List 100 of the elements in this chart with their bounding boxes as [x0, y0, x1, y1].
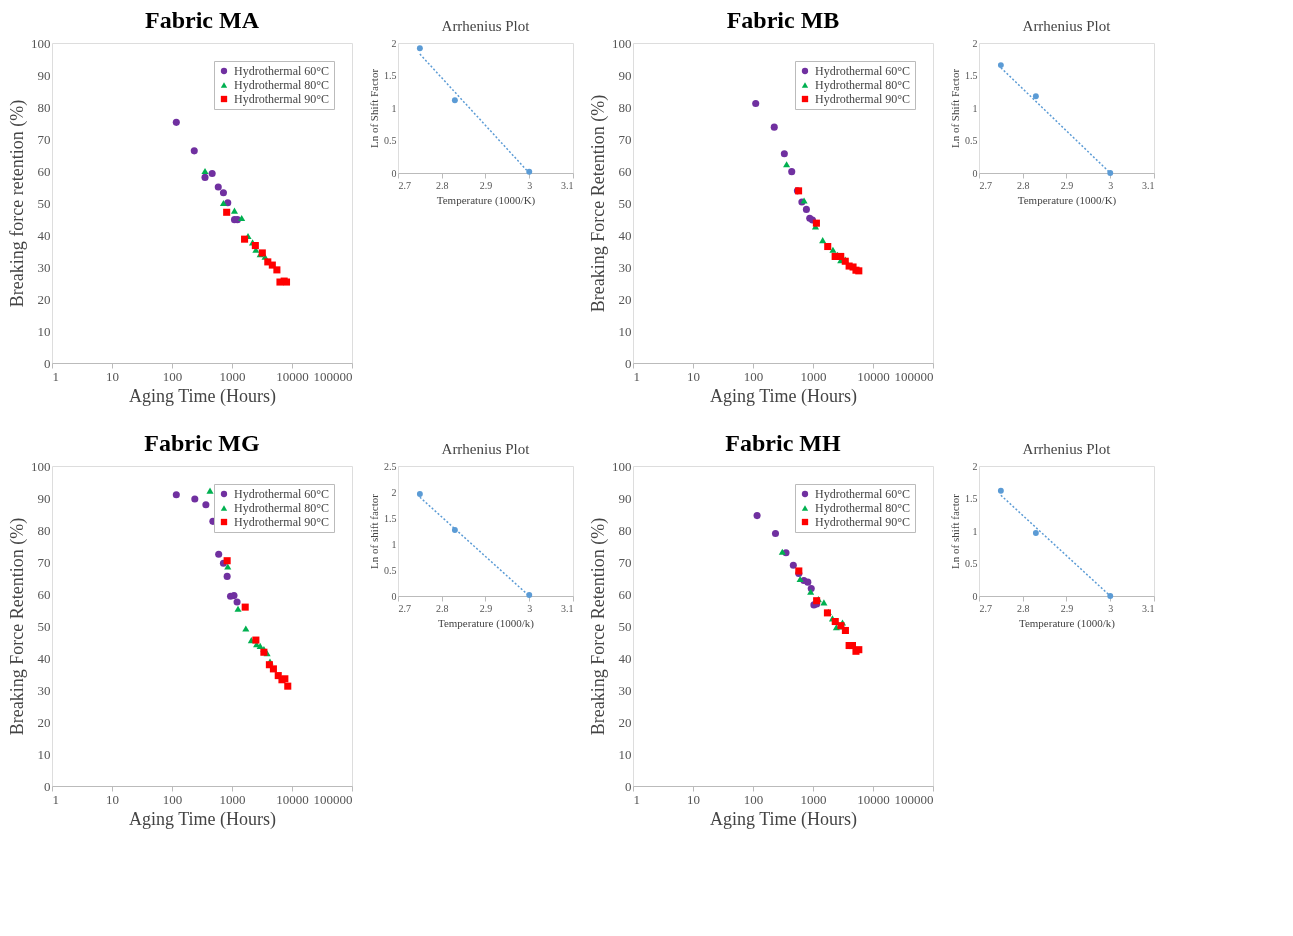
x-tick-label: 3.1	[561, 179, 574, 191]
legend-label: Hydrothermal 90°C	[234, 92, 330, 106]
y-tick-label: 40	[37, 650, 51, 666]
y-tick-label: 20	[37, 291, 51, 307]
x-tick-label: 10	[106, 791, 119, 807]
y-axis-title: Ln of Shift Factor	[368, 68, 380, 149]
y-tick-label: 0	[391, 167, 397, 179]
x-tick-label: 2.7	[398, 179, 411, 191]
y-tick-label: 80	[618, 99, 632, 115]
legend-label: Hydrothermal 90°C	[815, 515, 911, 529]
y-axis-title: Breaking Force Retention (%)	[588, 517, 609, 736]
y-axis-title: Breaking force retention (%)	[7, 99, 28, 308]
y-tick-label: 0	[625, 355, 632, 371]
y-tick-label: 20	[37, 714, 51, 730]
y-axis-title: Ln of shift factor	[949, 493, 961, 569]
x-tick-label: 10000	[276, 368, 309, 384]
y-tick-label: 40	[618, 650, 632, 666]
x-tick-label: 2.7	[979, 602, 992, 614]
x-tick-label: 10	[687, 791, 700, 807]
x-axis-title: Temperature (1000/K)	[436, 193, 536, 207]
x-tick-label: 1000	[800, 791, 827, 807]
y-tick-label: 80	[37, 522, 51, 538]
legend-label: Hydrothermal 80°C	[815, 78, 911, 92]
x-axis-title: Temperature (1000/k)	[437, 616, 535, 630]
x-tick-label: 10	[106, 368, 119, 384]
y-tick-label: 20	[618, 291, 632, 307]
x-axis-title: Aging Time (Hours)	[128, 808, 277, 830]
y-tick-label: 30	[37, 259, 51, 275]
y-tick-label: 1	[972, 525, 978, 537]
y-tick-label: 70	[618, 554, 632, 570]
x-tick-label: 2.9	[1060, 602, 1074, 614]
x-tick-label: 1000	[219, 791, 246, 807]
y-tick-label: 10	[618, 323, 632, 339]
legend-label: Hydrothermal 80°C	[234, 78, 330, 92]
y-tick-label: 30	[618, 682, 632, 698]
x-tick-label: 100	[162, 791, 183, 807]
chart-title: Fabric MG	[144, 430, 260, 456]
legend-label: Hydrothermal 60°C	[234, 487, 330, 501]
y-tick-label: 0.5	[384, 564, 397, 576]
y-tick-label: 90	[37, 490, 51, 506]
y-tick-label: 80	[618, 522, 632, 538]
y-tick-label: 60	[618, 586, 632, 602]
y-tick-label: 2	[972, 37, 978, 49]
y-axis-title: Breaking Force Retention (%)	[7, 517, 28, 736]
x-tick-label: 100000	[894, 791, 934, 807]
y-tick-label: 2	[972, 460, 978, 472]
x-axis-title: Temperature (1000/k)	[1018, 616, 1116, 630]
y-tick-label: 0.5	[965, 135, 978, 146]
x-tick-label: 2.7	[979, 179, 992, 191]
x-tick-label: 3	[1108, 602, 1114, 614]
y-tick-label: 50	[618, 195, 632, 211]
x-tick-label: 1000	[800, 368, 827, 384]
y-tick-label: 1	[972, 102, 978, 114]
y-tick-label: 2.5	[384, 460, 397, 472]
y-tick-label: 10	[618, 746, 632, 762]
y-tick-label: 70	[37, 131, 51, 147]
x-tick-label: 100	[743, 791, 764, 807]
y-tick-label: 70	[618, 131, 632, 147]
x-tick-label: 100000	[313, 368, 353, 384]
y-tick-label: 0	[625, 778, 632, 794]
chart-title: Arrhenius Plot	[1022, 18, 1112, 34]
y-axis-title: Ln of Shift Factor	[949, 68, 961, 149]
y-tick-label: 0.5	[965, 558, 978, 569]
y-tick-label: 10	[37, 746, 51, 762]
chart-title: Arrhenius Plot	[1022, 441, 1112, 457]
y-tick-label: 40	[618, 227, 632, 243]
legend-label: Hydrothermal 80°C	[234, 501, 330, 515]
y-tick-label: 50	[37, 618, 51, 634]
y-tick-label: 50	[618, 618, 632, 634]
y-tick-label: 1.5	[384, 70, 397, 81]
x-tick-label: 3.1	[1142, 602, 1155, 614]
y-tick-label: 80	[37, 99, 51, 115]
legend-label: Hydrothermal 60°C	[815, 487, 911, 501]
y-tick-label: 90	[37, 67, 51, 83]
y-tick-label: 0	[44, 778, 51, 794]
x-tick-label: 2.9	[1060, 179, 1074, 191]
legend-label: Hydrothermal 90°C	[234, 515, 330, 529]
y-tick-label: 20	[618, 714, 632, 730]
x-tick-label: 10000	[857, 791, 890, 807]
x-tick-label: 100	[162, 368, 183, 384]
x-axis-title: Aging Time (Hours)	[709, 385, 858, 407]
x-tick-label: 10000	[276, 791, 309, 807]
x-tick-label: 3	[1108, 179, 1114, 191]
y-tick-label: 2	[391, 486, 397, 498]
x-axis-title: Aging Time (Hours)	[709, 808, 858, 830]
x-tick-label: 3	[527, 602, 533, 614]
x-tick-label: 2.7	[398, 602, 411, 614]
legend-label: Hydrothermal 60°C	[234, 64, 330, 78]
x-tick-label: 3	[527, 179, 533, 191]
x-tick-label: 2.9	[479, 602, 493, 614]
y-tick-label: 1	[391, 538, 397, 550]
chart-title: Arrhenius Plot	[441, 18, 531, 34]
y-tick-label: 0	[972, 590, 978, 602]
y-tick-label: 1.5	[384, 512, 397, 524]
x-axis-title: Temperature (1000/K)	[1017, 193, 1117, 207]
y-tick-label: 90	[618, 67, 632, 83]
y-axis-title: Breaking Force Retention (%)	[588, 94, 609, 313]
y-tick-label: 0	[44, 355, 51, 371]
x-tick-label: 100000	[313, 791, 353, 807]
x-tick-label: 10000	[857, 368, 890, 384]
